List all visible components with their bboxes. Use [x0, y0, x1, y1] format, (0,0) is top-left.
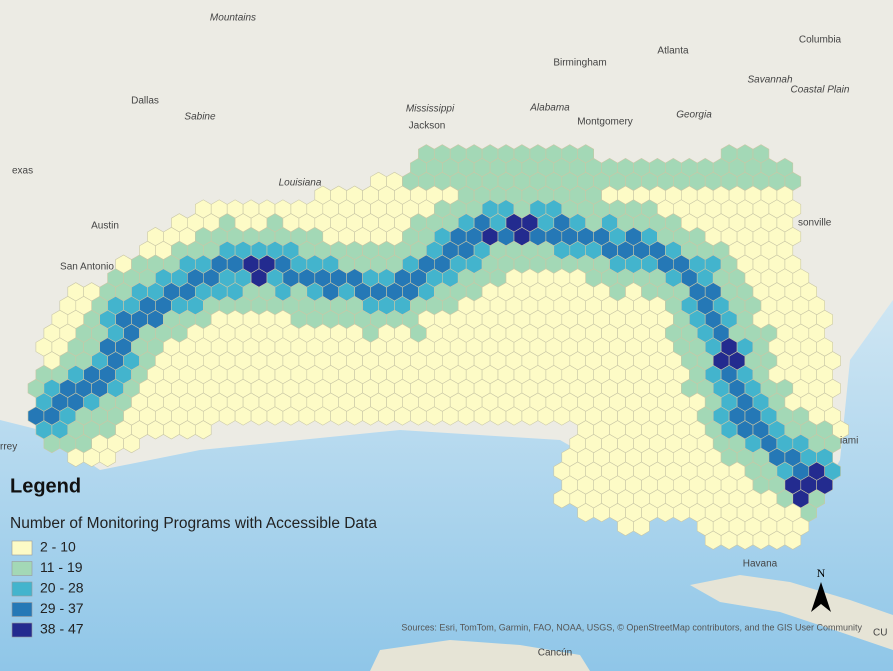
legend-label: 20 - 28: [40, 580, 84, 596]
attribution: Sources: Esri, TomTom, Garmin, FAO, NOAA…: [401, 622, 862, 632]
legend: 2 - 10 11 - 19 20 - 28 29 - 37 38 - 47: [11, 539, 84, 638]
place-labels: Mountains Columbia Birmingham Atlanta Dallas…: [0, 13, 887, 659]
hex-cell: [784, 530, 802, 550]
place-label: Birmingham: [553, 58, 606, 69]
place-label: Louisiana: [279, 178, 322, 189]
place-label: Georgia: [676, 110, 712, 121]
hex-cell: [123, 434, 140, 454]
legend-label: 38 - 47: [40, 621, 84, 637]
place-label: sonville: [798, 218, 832, 229]
place-label: Coastal Plain: [791, 85, 850, 96]
legend-title: Legend: [10, 475, 81, 497]
place-label: exas: [12, 166, 33, 177]
place-label: Mountains: [210, 13, 256, 24]
legend-swatch: [11, 622, 33, 638]
north-arrow: [811, 582, 831, 612]
place-label: iami: [840, 436, 858, 447]
hex-cell: [99, 447, 116, 467]
legend-label: 29 - 37: [40, 600, 84, 616]
legend-swatch: [11, 602, 33, 617]
place-label: Montgomery: [577, 117, 633, 128]
place-label: Mississippi: [406, 104, 455, 115]
place-label: CU: [873, 628, 887, 639]
place-label: Savannah: [747, 75, 792, 86]
legend-swatch: [11, 581, 33, 597]
legend-swatch: [11, 561, 33, 576]
place-label: Austin: [91, 221, 119, 232]
place-label: Columbia: [799, 35, 842, 46]
ocean: [0, 300, 893, 671]
hex-grid: [27, 144, 849, 550]
place-label: Cancún: [538, 648, 572, 659]
place-label: Jackson: [409, 121, 446, 132]
legend-swatch: [11, 540, 33, 556]
legend-label: 2 - 10: [40, 539, 76, 555]
place-label: Havana: [743, 559, 778, 570]
place-label: Atlanta: [657, 46, 689, 57]
place-label: Dallas: [131, 96, 159, 107]
hex-cell: [195, 420, 212, 440]
place-label: rrey: [0, 442, 17, 453]
cuba: [690, 575, 893, 650]
hex-cell: [633, 516, 650, 536]
legend-subtitle: Number of Monitoring Programs with Acces…: [10, 515, 377, 532]
place-label: Alabama: [529, 103, 570, 114]
legend-label: 11 - 19: [40, 559, 83, 575]
place-label: San Antonio: [60, 262, 114, 273]
place-label: Sabine: [184, 112, 216, 123]
yucatan: [370, 640, 590, 671]
north-label: N: [817, 566, 826, 580]
